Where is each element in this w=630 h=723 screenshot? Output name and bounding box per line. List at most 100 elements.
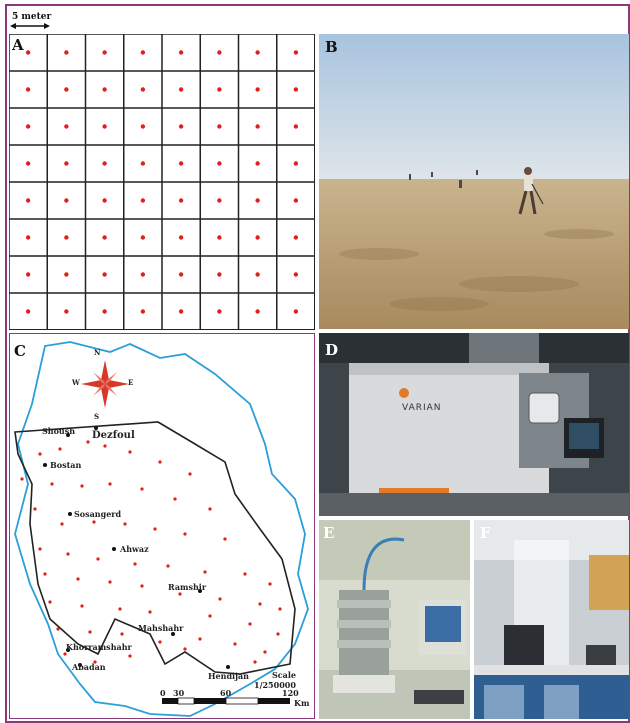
grid-sample-point — [140, 235, 146, 240]
grid-sample-point — [25, 124, 31, 129]
map-sample-point — [80, 484, 84, 488]
grid-sample-point — [140, 309, 146, 314]
study-area-boundary — [14, 421, 296, 675]
grid-sample-point — [102, 124, 107, 129]
grid-sample-point — [64, 272, 69, 277]
map-sample-point — [133, 562, 137, 566]
grid-sample-point — [255, 50, 260, 55]
map-sample-point — [123, 522, 127, 526]
grid-sample-point — [255, 198, 260, 203]
grid-sample-point — [64, 198, 69, 203]
map-sample-point — [178, 592, 182, 596]
grid-sample-point — [25, 161, 31, 166]
map-sample-point — [38, 452, 42, 456]
sampling-grid-panel: A — [9, 34, 315, 330]
grid-sample-point — [293, 161, 299, 166]
panel-label-b: B — [325, 38, 338, 56]
grid-sample-point — [64, 87, 69, 92]
grid-sample-point — [293, 124, 299, 129]
grid-sample-point — [178, 198, 184, 203]
map-sample-point — [263, 650, 267, 654]
map-sample-point — [253, 660, 257, 664]
grid-sample-point — [217, 235, 222, 240]
compass-n: N — [94, 348, 101, 357]
varian-logo-text: VARIAN — [402, 403, 442, 413]
sampling-grid — [9, 34, 314, 329]
map-sample-point — [60, 522, 64, 526]
grid-sample-point — [64, 235, 69, 240]
icp-instrument-photo-panel: VARIAN D — [319, 333, 629, 516]
map-sample-point — [86, 440, 90, 444]
map-sample-point — [173, 497, 177, 501]
grid-sample-point — [140, 198, 146, 203]
map-sample-point — [108, 580, 112, 584]
grid-sample-point — [255, 309, 260, 314]
figure-frame — [5, 4, 630, 723]
city-ahwaz: Ahwaz — [120, 544, 149, 554]
grid-sample-point — [64, 124, 69, 129]
grid-sample-point — [102, 235, 107, 240]
city-markers — [43, 426, 230, 669]
grid-sample-point — [255, 161, 260, 166]
grid-sample-point — [255, 235, 260, 240]
compass-e: E — [128, 378, 134, 387]
city-bostan: Bostan — [50, 460, 82, 470]
map-sample-point — [43, 572, 47, 576]
grid-sample-point — [217, 309, 222, 314]
map-sample-point — [48, 600, 52, 604]
grid-sample-point — [25, 87, 31, 92]
grid-sample-point — [178, 124, 184, 129]
panel-label-d: D — [325, 341, 339, 359]
map-sample-point — [96, 557, 100, 561]
map-sample-point — [92, 520, 96, 524]
panel-label-e: E — [323, 524, 335, 542]
map-sample-point — [88, 630, 92, 634]
map-scale-ratio: 1/250000 — [254, 680, 296, 690]
study-area-map — [14, 341, 309, 717]
map-sample-point — [108, 482, 112, 486]
compass-w: W — [72, 378, 80, 387]
grid-sample-point — [140, 272, 146, 277]
map-sample-point — [183, 647, 187, 651]
map-sample-point — [198, 637, 202, 641]
study-area-map-panel: C — [9, 333, 315, 719]
map-sample-point — [76, 577, 80, 581]
map-sample-point — [208, 507, 212, 511]
map-scale-tick-0: 0 — [160, 688, 166, 698]
map-sample-point — [33, 507, 37, 511]
grid-sample-point — [25, 198, 31, 203]
scale-bar-arrow — [10, 23, 50, 29]
grid-sample-point — [140, 50, 146, 55]
grid-sample-point — [293, 235, 299, 240]
city-shoush: Shoush — [42, 426, 76, 436]
field-photo-panel: B — [319, 34, 629, 329]
grid-sample-point — [293, 272, 299, 277]
grid-sample-point — [64, 161, 69, 166]
map-sample-point — [103, 444, 107, 448]
grid-sample-point — [255, 124, 260, 129]
map-sample-point — [258, 602, 262, 606]
map-sample-point — [118, 607, 122, 611]
map-sample-point — [128, 654, 132, 658]
grid-sample-point — [178, 87, 184, 92]
grid-sample-point — [217, 50, 222, 55]
grid-sample-point — [25, 235, 31, 240]
map-sample-point — [243, 572, 247, 576]
grid-sample-point — [217, 87, 222, 92]
map-sample-point — [203, 570, 207, 574]
map-sample-point — [148, 610, 152, 614]
map-sample-point — [233, 642, 237, 646]
city-dezfoul: Dezfoul — [92, 430, 135, 441]
map-sample-point — [183, 532, 187, 536]
grid-sample-point — [293, 50, 299, 55]
map-sample-point — [63, 652, 67, 656]
city-abadan: Abadan — [72, 662, 106, 672]
map-sample-point — [248, 622, 252, 626]
grid-sample-point — [293, 198, 299, 203]
compass-rose — [81, 360, 129, 408]
panel-label-f: F — [480, 524, 491, 542]
icp-instrument-photo — [319, 333, 629, 516]
grid-sample-point — [102, 50, 107, 55]
sieve-shaker-photo-panel: E — [319, 520, 470, 719]
map-sample-point — [223, 537, 227, 541]
